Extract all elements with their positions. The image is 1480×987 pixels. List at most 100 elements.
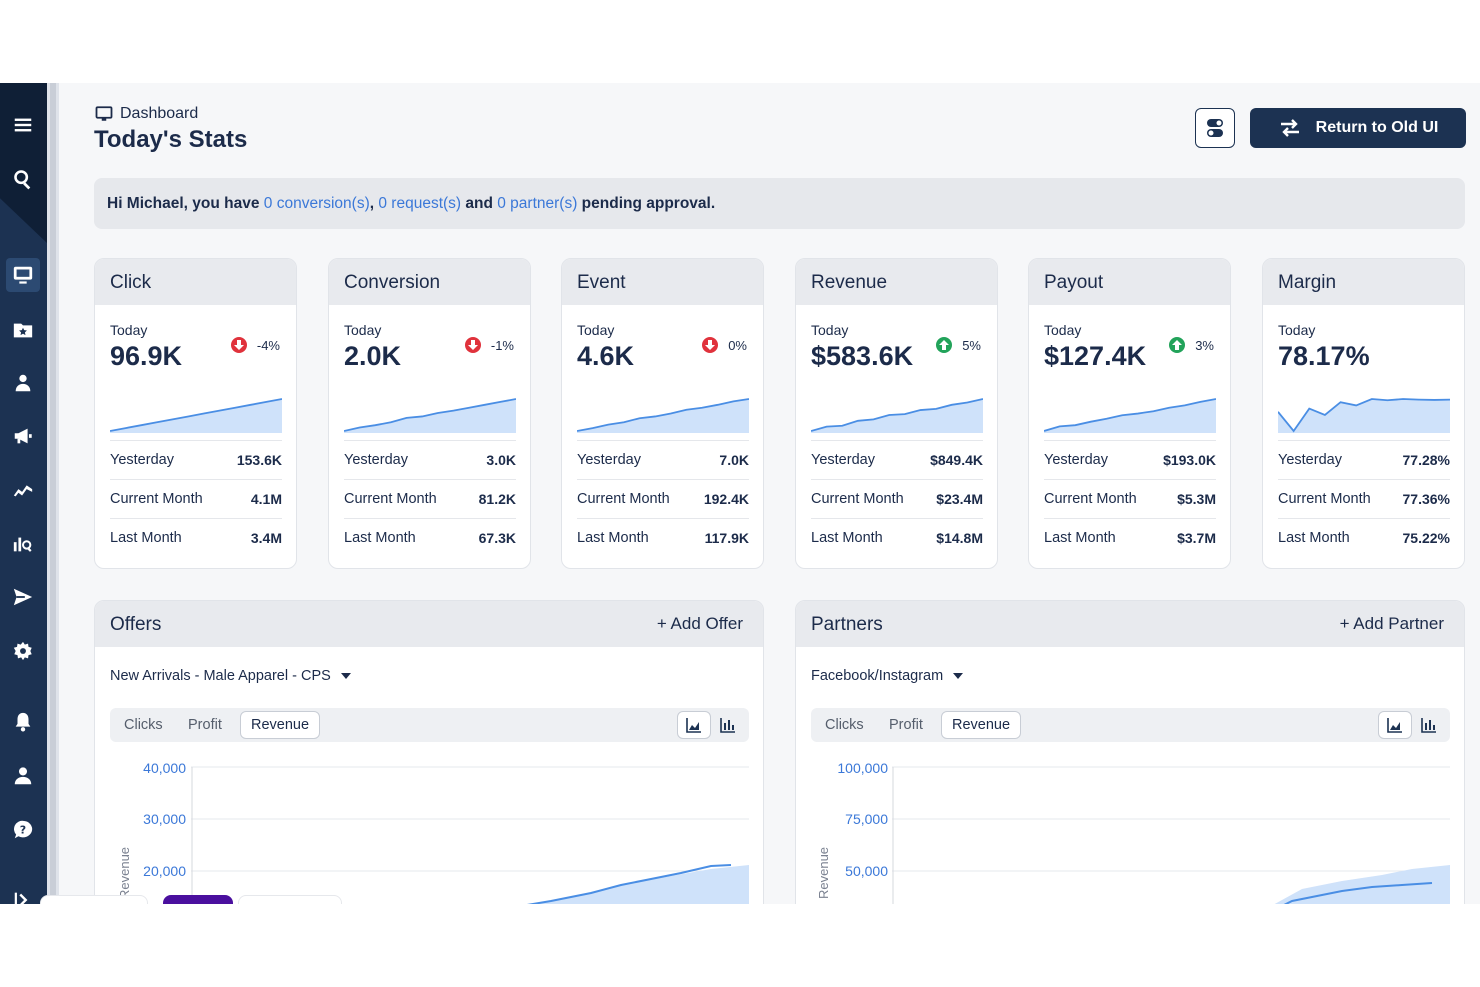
today-value: 96.9K (110, 341, 183, 371)
card-title: Click (95, 259, 296, 305)
row-label: Yesterday (1278, 452, 1342, 468)
add-offer-button[interactable]: + Add Offer (656, 614, 743, 633)
send-icon[interactable] (6, 580, 40, 614)
sparkline (811, 398, 983, 433)
offer-select-value: New Arrivals - Male Apparel - CPS (110, 668, 331, 684)
pending-partners-link[interactable]: 0 partner(s) (497, 194, 578, 212)
partner-select-value: Facebook/Instagram (811, 668, 944, 684)
row-value: 153.6K (236, 452, 282, 468)
row-value: 192.4K (703, 491, 749, 507)
pending-requests-link[interactable]: 0 request(s) (378, 194, 462, 212)
area-chart-icon[interactable] (677, 711, 711, 739)
gear-icon[interactable] (6, 634, 40, 668)
tab-clicks[interactable]: Clicks (124, 717, 163, 733)
users-icon[interactable] (6, 366, 40, 400)
bar-chart-icon[interactable] (711, 711, 745, 739)
stat-row: Yesterday 3.0K (344, 440, 516, 479)
partners-panel: Partners + Add Partner Facebook/Instagra… (795, 600, 1465, 904)
chart-search-icon[interactable] (6, 527, 40, 561)
area-chart-icon[interactable] (1378, 711, 1412, 739)
sparkline (577, 398, 749, 433)
delta-value: 3% (1195, 337, 1214, 353)
caret-down-icon (953, 673, 964, 679)
stat-row: Current Month 77.36% (1278, 479, 1450, 518)
search-icon[interactable] (6, 162, 40, 196)
sparkline-line (1044, 398, 1216, 432)
notice-separator: , (369, 194, 379, 212)
sidebar-scrollbar[interactable] (47, 83, 59, 904)
expand-icon[interactable] (6, 883, 40, 904)
row-value: 3.4M (250, 530, 282, 546)
arrow-down-icon (702, 337, 719, 353)
stat-row: Current Month $5.3M (1044, 479, 1216, 518)
y-axis-label: Revenue (117, 846, 132, 899)
y-tick: 40,000 (143, 760, 186, 776)
bottom-tab[interactable] (238, 895, 342, 904)
pending-conversions-link[interactable]: 0 conversion(s) (263, 194, 370, 212)
stat-row: Yesterday 77.28% (1278, 440, 1450, 479)
monitor-icon (95, 106, 113, 121)
arrow-down-icon (230, 337, 247, 353)
partner-select[interactable]: Facebook/Instagram (811, 668, 964, 684)
bar-chart-icon[interactable] (1412, 711, 1446, 739)
tab-clicks[interactable]: Clicks (825, 717, 864, 733)
stat-row: Current Month 192.4K (577, 479, 749, 518)
row-value: $193.0K (1163, 452, 1216, 468)
handshake-icon[interactable] (6, 473, 40, 507)
help-icon[interactable]: ? (6, 813, 40, 847)
margin-stat-card: Margin Today 78.17% Yesterday 77.28% Cur… (1262, 258, 1465, 569)
tab-revenue[interactable]: Revenue (240, 711, 321, 739)
monitor-icon[interactable] (6, 258, 40, 292)
bottom-tab-active[interactable] (163, 895, 233, 904)
row-label: Current Month (577, 491, 670, 507)
tab-profit[interactable]: Profit (889, 717, 923, 733)
return-to-old-ui-button[interactable]: Return to Old UI (1250, 108, 1466, 148)
payout-stat-card: Payout Today $127.4K 3% Yesterday $193.0… (1028, 258, 1231, 569)
offer-select[interactable]: New Arrivals - Male Apparel - CPS (110, 668, 351, 684)
toggle-icon (1207, 119, 1223, 137)
click-stat-card: Click Today 96.9K -4% Yesterday 153.6K C… (94, 258, 297, 569)
row-value: 77.28% (1402, 452, 1450, 468)
row-value: 7.0K (719, 452, 749, 468)
layout-toggle-button[interactable] (1195, 108, 1235, 148)
row-label: Current Month (1278, 491, 1371, 507)
today-label: Today (1278, 322, 1316, 338)
add-partner-button[interactable]: + Add Partner (1339, 614, 1444, 633)
arrow-down-icon (464, 337, 481, 353)
today-value: $127.4K (1044, 341, 1147, 371)
today-value: $583.6K (811, 341, 914, 371)
tab-profit[interactable]: Profit (188, 717, 222, 733)
bell-icon[interactable] (6, 705, 40, 739)
row-value: 75.22% (1402, 530, 1450, 546)
delta-badge: 5% (936, 337, 981, 353)
sparkline-line (344, 398, 516, 432)
offers-revenue-chart (191, 766, 749, 904)
stat-row: Yesterday $849.4K (811, 440, 983, 479)
offers-title: Offers (110, 614, 162, 635)
stat-row: Yesterday 153.6K (110, 440, 282, 479)
partners-revenue-chart (892, 766, 1450, 904)
breadcrumb[interactable]: Dashboard (95, 105, 198, 123)
stat-row: Yesterday 7.0K (577, 440, 749, 479)
arrow-up-icon (1169, 337, 1186, 353)
stat-row: Last Month 117.9K (577, 518, 749, 557)
row-label: Yesterday (1044, 452, 1108, 468)
row-label: Yesterday (811, 452, 875, 468)
swap-arrows-icon (1280, 119, 1299, 137)
row-value: 77.36% (1402, 491, 1450, 507)
pending-approval-notice: Hi Michael, you have 0 conversion(s) , 0… (94, 178, 1465, 229)
stat-row: Current Month $23.4M (811, 479, 983, 518)
star-folder-icon[interactable] (6, 313, 40, 347)
bottom-tab[interactable] (40, 895, 148, 904)
today-value: 4.6K (577, 341, 635, 371)
notice-suffix: pending approval. (577, 194, 716, 212)
row-label: Current Month (110, 491, 203, 507)
user-icon[interactable] (6, 759, 40, 793)
sparkline (110, 398, 282, 433)
megaphone-icon[interactable] (6, 419, 40, 453)
row-label: Current Month (1044, 491, 1137, 507)
tab-revenue[interactable]: Revenue (941, 711, 1022, 739)
menu-icon[interactable] (6, 108, 40, 142)
offers-metric-tabs: Clicks Profit Revenue (110, 708, 749, 742)
row-value: 4.1M (250, 491, 282, 507)
